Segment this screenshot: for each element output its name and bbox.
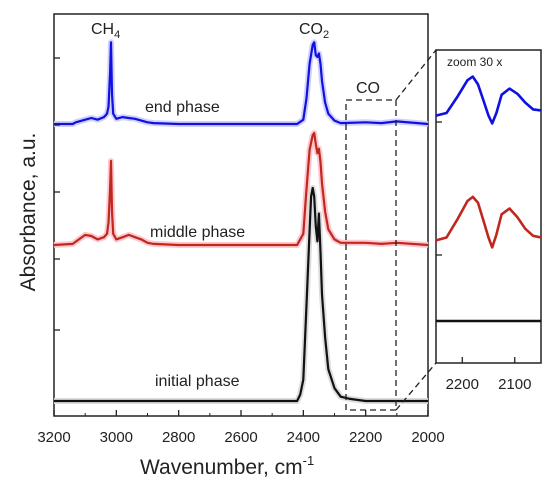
- x-tick-label: 2800: [162, 429, 195, 446]
- y-axis-label: Absorbance, a.u.: [17, 133, 40, 292]
- zoom-connector-top: [395, 49, 437, 101]
- zoom-region-box: [345, 99, 397, 411]
- co2-annotation: CO2: [299, 21, 329, 41]
- inset-x-tick-label: 2100: [498, 376, 531, 393]
- end-phase-label: end phase: [145, 99, 220, 116]
- inset-series-group: [435, 75, 542, 323]
- x-tick-label: 3000: [100, 429, 133, 446]
- series-line-1: [53, 131, 429, 247]
- co-annotation: CO: [356, 80, 380, 97]
- series-line-0: [54, 41, 429, 126]
- inset-x-tick-label: 2200: [446, 376, 479, 393]
- inset-series-line-0: [435, 75, 542, 125]
- inset-plot-frame: [435, 49, 542, 364]
- series-line-2: [54, 186, 428, 403]
- x-tick-label: 2000: [411, 429, 444, 446]
- x-tick-label: 2600: [224, 429, 257, 446]
- main-x-ticks: 3200 3000 2800 2600 2400 2200 2000: [37, 410, 445, 446]
- zoom-connector-bottom: [395, 362, 437, 411]
- x-tick-label: 3200: [37, 429, 70, 446]
- inset-x-ticks: 2200 2100: [446, 357, 531, 393]
- initial-phase-label: initial phase: [155, 373, 240, 390]
- main-y-ticks: [54, 57, 60, 331]
- middle-phase-label: middle phase: [150, 224, 245, 241]
- inset-y-ticks: [436, 121, 442, 256]
- inset-series-line-1: [435, 195, 542, 249]
- x-tick-label: 2200: [349, 429, 382, 446]
- ch4-annotation: CH4: [91, 21, 120, 41]
- inset-title: zoom 30 x: [447, 55, 502, 69]
- x-tick-label: 2400: [287, 429, 320, 446]
- x-axis-label: Wavenumber, cm-1: [140, 453, 314, 479]
- main-series-group: [53, 39, 429, 404]
